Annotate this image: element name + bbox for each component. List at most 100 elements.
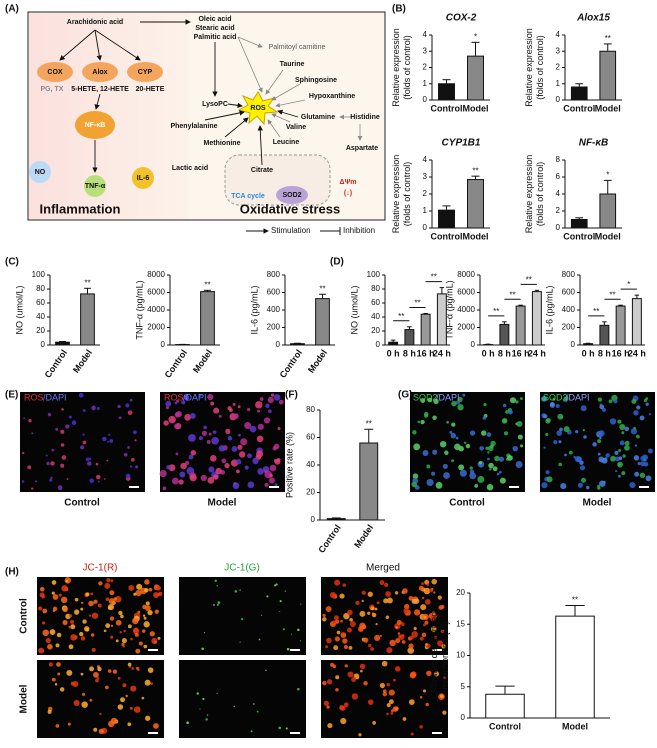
cell (499, 477, 506, 484)
cell (592, 442, 597, 447)
cell (340, 705, 346, 711)
cell (135, 465, 139, 469)
cell (60, 596, 68, 604)
cell (145, 605, 151, 612)
bar (200, 291, 215, 346)
cell (149, 631, 155, 637)
y-tick-label: 0 (41, 340, 46, 349)
y-tick-label: 6000 (147, 288, 165, 297)
cell (183, 394, 190, 400)
cell (449, 430, 453, 434)
cell (446, 420, 449, 424)
cell (201, 430, 208, 436)
cell (411, 481, 418, 488)
cell (137, 610, 141, 614)
cell (270, 393, 275, 397)
cell (38, 606, 43, 611)
node-label: PG, TX (41, 86, 64, 93)
cell (55, 427, 59, 431)
cell (597, 397, 603, 402)
cell (81, 692, 86, 696)
cell (367, 591, 373, 597)
x-tick-label: Model (562, 721, 588, 731)
cell (143, 621, 150, 628)
cell (278, 399, 284, 405)
cell (363, 681, 368, 686)
cell (359, 663, 366, 670)
cell (52, 609, 56, 612)
cell (110, 624, 114, 627)
node-label: (↓) (344, 190, 352, 197)
panel-label: (G) (398, 390, 412, 401)
cell (404, 603, 410, 610)
cell (70, 634, 77, 641)
cell (617, 461, 623, 468)
y-tick-label: 4 (423, 155, 428, 164)
bar (80, 293, 95, 346)
cell (277, 427, 281, 431)
arrow (224, 117, 249, 138)
cell (108, 598, 115, 605)
cell (129, 706, 133, 710)
y-tick-label: 20 (36, 326, 45, 335)
y-tick-label: 0 (556, 95, 561, 104)
node-label: NF-κB (85, 122, 106, 129)
cell (469, 466, 473, 470)
cell (361, 590, 366, 595)
cell (543, 446, 546, 449)
bar (438, 209, 455, 229)
cell (134, 439, 137, 442)
cell (326, 637, 332, 644)
micrograph (179, 660, 306, 738)
cell (209, 455, 217, 462)
y-axis-label: IL-6 (pg/mL) (249, 285, 259, 334)
cell (334, 636, 340, 642)
cell (255, 401, 263, 409)
cell (95, 474, 101, 480)
x-tick-label: Control (431, 103, 463, 113)
cell (125, 473, 131, 479)
cell (265, 403, 270, 408)
cell (229, 408, 233, 413)
cell (276, 457, 281, 463)
cell (104, 582, 111, 589)
cell (435, 481, 443, 489)
y-tick-label: 0 (471, 340, 476, 349)
cell (440, 629, 445, 633)
cell (343, 702, 349, 708)
node-label: Leucine (273, 139, 300, 146)
cell (413, 609, 421, 616)
cell (184, 414, 192, 421)
alox-node (82, 62, 118, 82)
cell (348, 645, 353, 650)
cell (444, 450, 449, 455)
cell (90, 592, 94, 596)
cell (323, 700, 329, 706)
cell (244, 421, 252, 430)
cell (35, 480, 38, 483)
cell (619, 440, 625, 446)
cell (89, 666, 95, 672)
cell (224, 462, 230, 469)
significance-label: ** (605, 34, 611, 43)
cell (432, 449, 438, 455)
cell (519, 397, 523, 400)
row-label: Model (19, 684, 30, 713)
cell (430, 616, 436, 622)
y-tick-label: 100 (32, 270, 46, 279)
cell (297, 687, 300, 691)
node-label: Methionine (204, 140, 241, 147)
cell (579, 465, 586, 471)
y-tick-label: 0 (311, 515, 316, 524)
cell (125, 694, 128, 698)
cell (82, 409, 86, 413)
bar (420, 313, 431, 346)
arrow (227, 102, 243, 109)
cell (133, 592, 137, 596)
cell (496, 472, 500, 476)
cell (421, 632, 427, 638)
cell (379, 634, 382, 637)
cell (478, 461, 482, 465)
cell (239, 589, 241, 591)
cell (367, 611, 371, 615)
